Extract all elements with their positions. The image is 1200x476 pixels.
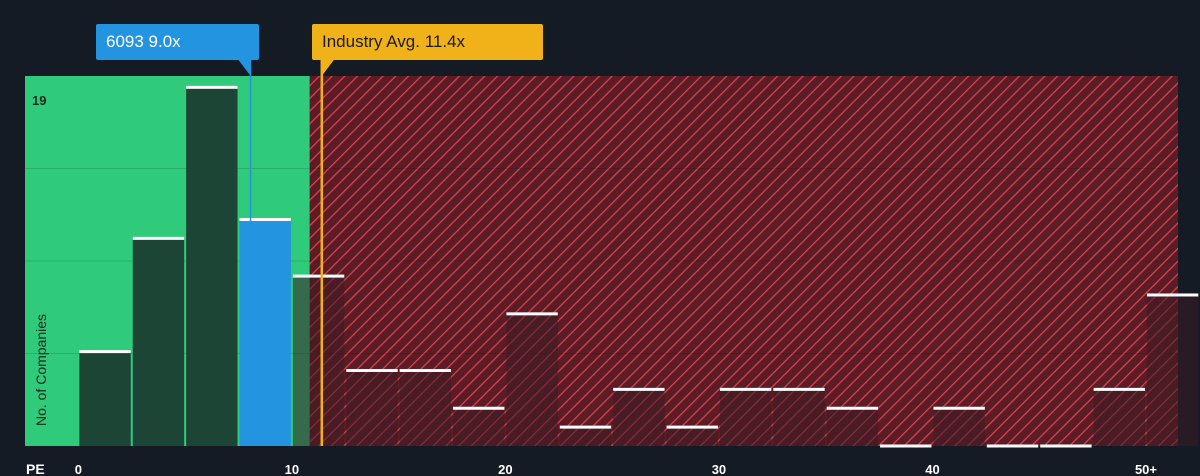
x-tick-50: 50+ [1135,462,1157,476]
company-pe-callout: 6093 9.0x [96,24,259,60]
overvalued-zone [309,76,1178,446]
histogram-bar-6 [399,370,452,446]
x-tick-40: 40 [925,462,939,476]
x-tick-0: 0 [75,462,82,476]
x-tick-20: 20 [498,462,512,476]
bar-cap-2 [186,85,238,89]
bar-cap-6 [399,368,452,372]
histogram-bar-8 [506,313,558,446]
bar-cap-18 [1040,444,1092,448]
bar-cap-5 [346,368,398,372]
company-callout-pointer [238,60,251,76]
histogram-bar-9 [559,427,612,446]
histogram-bar-3 [239,219,291,446]
bar-cap-12 [719,387,772,391]
x-tick-30: 30 [712,462,726,476]
bar-cap-0 [79,350,131,354]
bar-cap-14 [826,406,879,410]
bar-cap-20 [1146,293,1199,297]
histogram-bar-7 [453,408,505,446]
bar-cap-1 [132,236,185,240]
industry-avg-callout: Industry Avg. 11.4x [312,24,543,60]
histogram-bar-2 [186,87,238,446]
bar-cap-8 [506,312,558,316]
bar-cap-16 [933,406,985,410]
bar-cap-10 [613,387,665,391]
histogram-bar-4 [292,276,345,446]
bar-cap-17 [986,444,1039,448]
bar-cap-3 [239,217,291,221]
histogram-bar-1 [132,238,185,446]
histogram-bar-19 [1093,389,1145,446]
x-axis-title: PE [26,461,45,476]
bar-cap-7 [453,406,505,410]
y-max-label: 19 [32,93,46,108]
histogram-bar-20 [1146,294,1199,446]
bar-cap-19 [1093,387,1145,391]
bar-cap-9 [559,425,612,429]
histogram-bar-10 [613,389,665,446]
histogram-bar-14 [826,408,879,446]
histogram-bar-0 [79,351,131,446]
histogram-bar-11 [666,427,718,446]
x-tick-10: 10 [285,462,299,476]
bar-cap-15 [880,444,932,448]
y-axis-title: No. of Companies [33,314,49,426]
histogram-bar-16 [933,408,985,446]
bar-cap-11 [666,425,718,429]
bar-cap-13 [773,387,825,391]
histogram-bar-13 [773,389,825,446]
bar-cap-4 [292,274,345,278]
industry-callout-pointer [321,60,334,76]
histogram-bar-12 [719,389,772,446]
histogram-bar-5 [346,370,398,446]
